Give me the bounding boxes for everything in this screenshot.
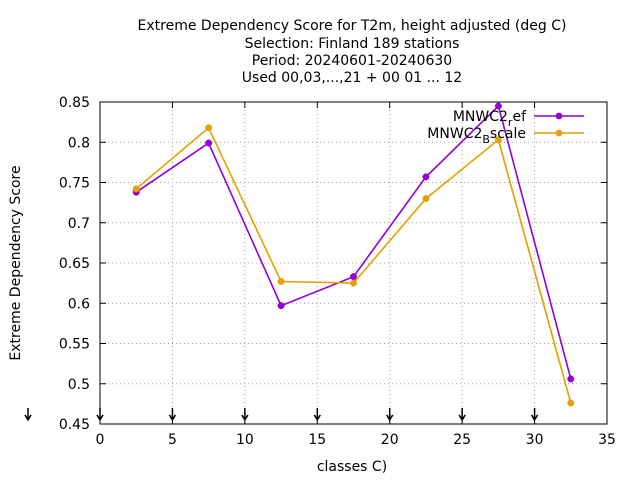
bottom-arrow-markers bbox=[24, 407, 539, 422]
title-line-2: Selection: Finland 189 stations bbox=[245, 36, 460, 52]
y-axis-title: Extreme Dependency Score bbox=[8, 165, 24, 360]
x-tick-label: 35 bbox=[598, 432, 616, 448]
legend-label-main: MNWC2 bbox=[453, 109, 508, 125]
series-line-0 bbox=[135, 104, 572, 380]
legend-label-1: MNWC2Bscale bbox=[427, 126, 526, 146]
y-tick-label: 0.65 bbox=[59, 256, 90, 272]
series-point-cross-0 bbox=[567, 375, 575, 383]
y-tick-label: 0.75 bbox=[59, 176, 90, 192]
x-axis-title: classes C) bbox=[317, 459, 387, 475]
series-point-cross-1 bbox=[494, 136, 502, 144]
legend-label-subscript: r bbox=[508, 116, 513, 129]
legend-label-subscript: B bbox=[482, 133, 490, 146]
x-tick-label: 10 bbox=[236, 432, 254, 448]
legend-label-0: MNWC2ref bbox=[453, 109, 527, 129]
title-line-4: Used 00,03,...,21 + 00 01 ... 12 bbox=[242, 70, 462, 86]
bottom-arrow-marker bbox=[313, 407, 321, 422]
series-point-cross-1 bbox=[422, 195, 430, 203]
series-point-cross-0 bbox=[350, 273, 357, 281]
series-point-cross-1 bbox=[567, 399, 575, 407]
series-point-cross-0 bbox=[494, 102, 502, 110]
series-layer bbox=[132, 102, 575, 407]
x-tick-label: 5 bbox=[168, 432, 177, 448]
bottom-arrow-marker bbox=[168, 407, 177, 422]
y-tick-label: 0.45 bbox=[59, 417, 90, 433]
x-tick-label: 0 bbox=[96, 432, 105, 448]
plot-frame bbox=[99, 101, 608, 425]
chart-title: Extreme Dependency Score for T2m, height… bbox=[138, 18, 567, 86]
series-point-cross-1 bbox=[205, 124, 213, 132]
series-point-cross-0 bbox=[422, 173, 430, 181]
y-tick-label: 0.55 bbox=[59, 337, 90, 353]
series-point-cross-0 bbox=[205, 139, 213, 147]
title-line-3: Period: 20240601-20240630 bbox=[252, 53, 452, 69]
x-tick-label: 30 bbox=[526, 432, 544, 448]
y-tick-label: 0.8 bbox=[68, 135, 90, 151]
legend-label-main: MNWC2 bbox=[427, 126, 482, 142]
x-tick-label: 20 bbox=[381, 432, 399, 448]
x-tick-labels: 0 5 10 15 20 25 30 35 bbox=[96, 432, 616, 448]
series-point-cross-1 bbox=[132, 185, 140, 193]
bottom-arrow-marker bbox=[386, 407, 394, 422]
y-tick-label: 0.5 bbox=[68, 377, 90, 393]
legend-swatch-point-1 bbox=[555, 129, 563, 137]
legend-label-rest: ef bbox=[512, 109, 527, 125]
bottom-arrow-marker bbox=[530, 407, 539, 422]
grid bbox=[100, 102, 607, 424]
legend-swatch-point-0 bbox=[555, 112, 563, 120]
series-point-cross-1 bbox=[350, 279, 357, 287]
x-tick-label: 25 bbox=[453, 432, 471, 448]
series-point-cross-0 bbox=[277, 302, 285, 310]
bottom-arrow-marker bbox=[241, 407, 249, 422]
bottom-arrow-marker bbox=[96, 407, 104, 422]
legend-label-rest: scale bbox=[490, 126, 526, 142]
series-line-1 bbox=[135, 126, 572, 404]
title-line-1: Extreme Dependency Score for T2m, height… bbox=[138, 18, 567, 34]
y-tick-label: 0.6 bbox=[68, 296, 90, 312]
bottom-arrow-marker bbox=[458, 407, 466, 422]
x-tick-label: 15 bbox=[308, 432, 326, 448]
y-tick-labels: 0.45 0.5 0.55 0.6 0.65 0.7 0.75 0.8 0.85 bbox=[59, 95, 90, 433]
y-tick-label: 0.85 bbox=[59, 95, 90, 111]
series-point-cross-1 bbox=[277, 278, 285, 286]
bottom-arrow-marker bbox=[24, 407, 32, 422]
y-tick-label: 0.7 bbox=[68, 216, 90, 232]
